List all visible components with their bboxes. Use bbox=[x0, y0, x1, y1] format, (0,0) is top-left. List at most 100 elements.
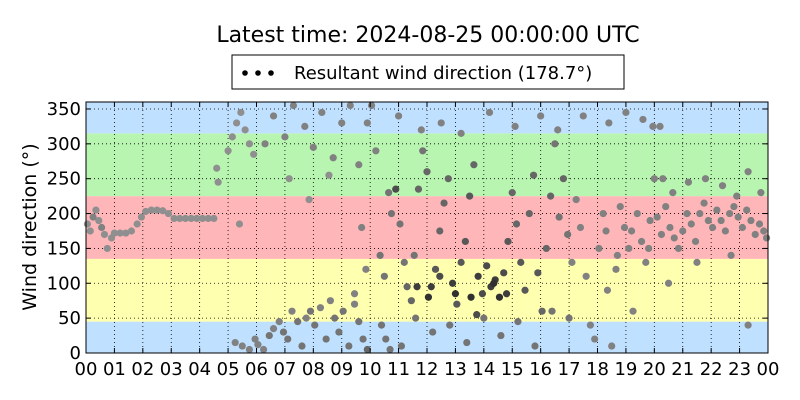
data-point bbox=[642, 258, 650, 266]
x-tick-label: 00 bbox=[75, 359, 98, 380]
data-point bbox=[355, 318, 363, 326]
data-point bbox=[473, 311, 481, 319]
data-point bbox=[551, 140, 559, 148]
data-point bbox=[508, 189, 516, 197]
data-point bbox=[311, 321, 319, 329]
data-point bbox=[380, 272, 388, 280]
data-point bbox=[733, 192, 741, 200]
x-axis-ticks: 00 01 02 03 04 05 06 07 08 09 10 11 12 13 14 15 16 17 18 19… bbox=[75, 102, 780, 380]
data-point bbox=[403, 283, 411, 291]
data-point bbox=[555, 213, 563, 221]
data-point bbox=[629, 307, 637, 315]
data-point bbox=[495, 293, 504, 301]
data-point bbox=[245, 345, 253, 354]
data-point bbox=[325, 171, 333, 179]
data-point bbox=[224, 147, 232, 155]
data-point bbox=[98, 223, 106, 232]
data-point bbox=[446, 321, 454, 329]
data-point bbox=[718, 182, 727, 190]
data-point bbox=[363, 345, 371, 354]
data-point bbox=[397, 342, 406, 350]
data-point bbox=[103, 244, 111, 253]
data-point bbox=[326, 297, 334, 305]
data-point bbox=[302, 314, 310, 322]
data-point bbox=[612, 265, 620, 273]
legend-box bbox=[231, 54, 625, 90]
data-point bbox=[463, 338, 471, 347]
data-point bbox=[305, 196, 313, 204]
data-point bbox=[656, 122, 664, 131]
y-tick-label: 350 bbox=[47, 99, 81, 120]
legend-marker-dot bbox=[268, 70, 274, 76]
data-point bbox=[662, 202, 670, 211]
data-point bbox=[261, 140, 269, 148]
data-point bbox=[350, 300, 359, 308]
data-point bbox=[127, 227, 136, 235]
data-point bbox=[599, 209, 607, 218]
data-point bbox=[625, 244, 633, 253]
data-point bbox=[669, 189, 677, 197]
x-tick-label: 00 bbox=[757, 359, 780, 380]
data-point bbox=[410, 251, 418, 259]
data-point bbox=[358, 223, 366, 232]
data-point bbox=[568, 258, 576, 266]
data-point bbox=[198, 214, 207, 223]
x-tick-label: 14 bbox=[472, 359, 495, 380]
data-point bbox=[448, 279, 457, 287]
data-point bbox=[423, 168, 431, 176]
data-point bbox=[691, 237, 700, 246]
data-point bbox=[407, 297, 415, 305]
data-point bbox=[620, 223, 629, 232]
data-point bbox=[628, 227, 636, 235]
data-point bbox=[436, 272, 444, 280]
data-point bbox=[696, 209, 704, 218]
data-point bbox=[704, 216, 712, 225]
data-point bbox=[645, 244, 653, 253]
data-point bbox=[429, 328, 437, 336]
data-point bbox=[466, 192, 474, 200]
x-tick-label: 22 bbox=[700, 359, 723, 380]
data-point bbox=[730, 202, 738, 211]
data-point bbox=[318, 108, 326, 117]
data-point bbox=[298, 342, 306, 350]
data-point bbox=[294, 318, 302, 326]
data-point bbox=[579, 112, 587, 120]
data-point bbox=[210, 214, 218, 223]
x-tick-label: 15 bbox=[501, 359, 524, 380]
data-point bbox=[359, 335, 367, 343]
data-point bbox=[362, 265, 370, 273]
x-tick-label: 13 bbox=[444, 359, 467, 380]
data-point bbox=[95, 216, 103, 225]
data-point bbox=[657, 230, 666, 239]
data-point bbox=[548, 307, 556, 315]
data-point bbox=[137, 213, 146, 221]
data-point bbox=[338, 119, 346, 127]
data-point bbox=[743, 206, 751, 214]
data-point bbox=[331, 314, 339, 322]
data-point bbox=[116, 229, 124, 237]
data-point bbox=[683, 209, 691, 218]
data-point bbox=[233, 119, 241, 127]
data-point bbox=[288, 307, 296, 315]
data-point bbox=[269, 324, 278, 333]
data-point bbox=[444, 175, 452, 183]
y-tick-label: 0 bbox=[70, 343, 81, 364]
chart-title: Latest time: 2024-08-25 00:00:00 UTC bbox=[216, 23, 639, 48]
data-point bbox=[582, 272, 590, 280]
data-point bbox=[605, 119, 613, 127]
data-point bbox=[717, 216, 725, 225]
y-tick-label: 50 bbox=[58, 308, 81, 329]
data-point bbox=[639, 115, 647, 124]
data-point bbox=[595, 244, 603, 253]
data-point bbox=[204, 214, 212, 223]
x-tick-label: 19 bbox=[614, 359, 637, 380]
data-point bbox=[245, 140, 253, 148]
data-point bbox=[181, 214, 190, 223]
data-point bbox=[187, 214, 195, 223]
data-point bbox=[679, 227, 687, 235]
x-tick-label: 21 bbox=[671, 359, 694, 380]
x-tick-label: 11 bbox=[387, 359, 410, 380]
data-point bbox=[413, 283, 421, 291]
data-point bbox=[670, 234, 678, 242]
